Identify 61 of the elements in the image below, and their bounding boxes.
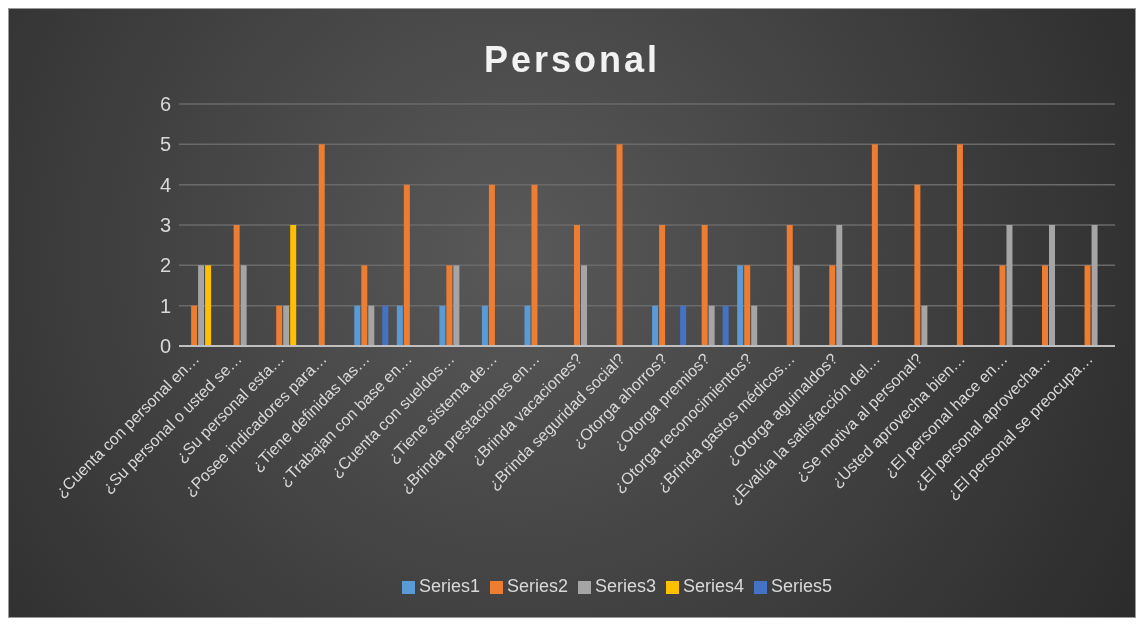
bar (701, 225, 708, 346)
legend-label: Series2 (506, 576, 568, 596)
bar (318, 144, 325, 346)
bar (1006, 225, 1013, 346)
bar (453, 265, 460, 346)
bar (829, 265, 836, 346)
bar (1042, 265, 1049, 346)
bar (191, 305, 198, 346)
bar (836, 225, 843, 346)
bar (652, 305, 659, 346)
bar (581, 265, 588, 346)
bar (659, 225, 666, 346)
bar (396, 305, 403, 346)
bar (722, 305, 729, 346)
y-tick-label: 3 (159, 214, 171, 237)
bar (708, 305, 715, 346)
bar (914, 184, 921, 346)
bar (956, 144, 963, 346)
y-tick-label: 6 (159, 93, 171, 116)
bar (233, 225, 240, 346)
bar (439, 305, 446, 346)
bar (744, 265, 751, 346)
bar (680, 305, 687, 346)
bar (751, 305, 758, 346)
bar (524, 305, 531, 346)
bar (403, 184, 410, 346)
bar (1049, 225, 1056, 346)
y-tick-label: 1 (159, 294, 171, 317)
bar (290, 225, 297, 346)
bar (574, 225, 581, 346)
bar (999, 265, 1006, 346)
bar (481, 305, 488, 346)
y-tick-label: 0 (159, 335, 171, 358)
y-tick-label: 2 (159, 254, 171, 277)
bar (531, 184, 538, 346)
y-tick-label: 4 (159, 173, 171, 196)
legend-label: Series5 (771, 576, 833, 596)
bar (198, 265, 205, 346)
bar (1084, 265, 1091, 346)
bar (354, 305, 361, 346)
legend-label: Series4 (683, 576, 745, 596)
bar (921, 305, 928, 346)
chart-title: Personal (482, 39, 662, 81)
bar (382, 305, 389, 346)
bar (737, 265, 744, 346)
bar (446, 265, 453, 346)
bar (276, 305, 283, 346)
bar (205, 265, 212, 346)
bar (283, 305, 290, 346)
bar (240, 265, 247, 346)
bar (793, 265, 800, 346)
bar (361, 265, 368, 346)
legend-label: Series3 (594, 576, 657, 596)
bar (1091, 225, 1098, 346)
bar (488, 184, 495, 346)
bar (871, 144, 878, 346)
bar (786, 225, 793, 346)
legend-label: Series1 (418, 576, 480, 596)
bar (368, 305, 375, 346)
bar (616, 144, 623, 346)
y-tick-label: 5 (159, 133, 171, 156)
